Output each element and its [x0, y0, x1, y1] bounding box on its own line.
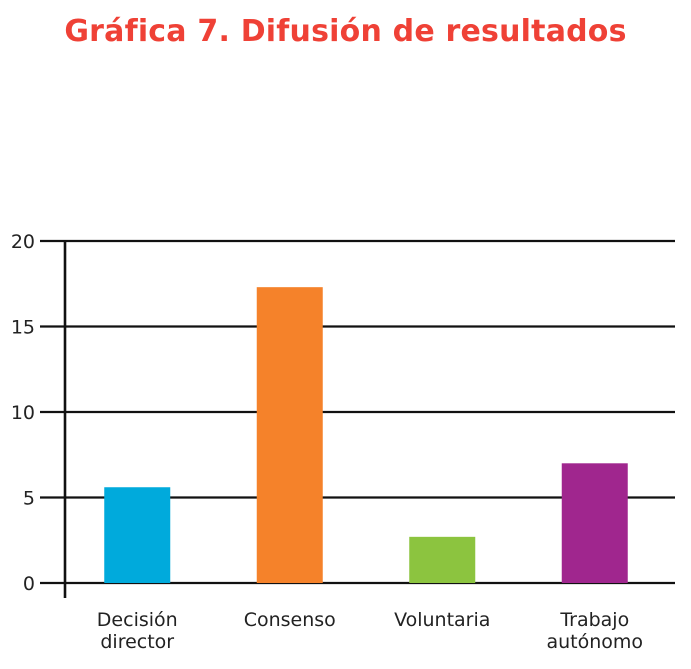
x-category-label: Trabajo autónomo	[546, 609, 643, 653]
bar	[561, 463, 628, 583]
chart-title: Gráfica 7. Difusión de resultados	[64, 14, 627, 49]
x-category-label: Consenso	[244, 609, 336, 631]
bar	[104, 487, 171, 583]
y-tick-label: 20	[11, 231, 35, 253]
x-category-label: Voluntaria	[394, 609, 490, 631]
y-tick-label: 5	[23, 488, 35, 510]
y-tick-label: 0	[23, 573, 35, 595]
y-tick-label: 15	[11, 317, 35, 339]
x-category-label: Decisión director	[97, 609, 178, 653]
bars	[104, 287, 628, 583]
bar	[409, 536, 476, 583]
x-category-labels: Decisión director Consenso Voluntaria Trabaj…	[97, 609, 643, 653]
y-tick-label: 10	[11, 402, 35, 424]
y-tick-labels: 0 5 10 15 20	[11, 231, 35, 595]
bar	[256, 287, 323, 583]
